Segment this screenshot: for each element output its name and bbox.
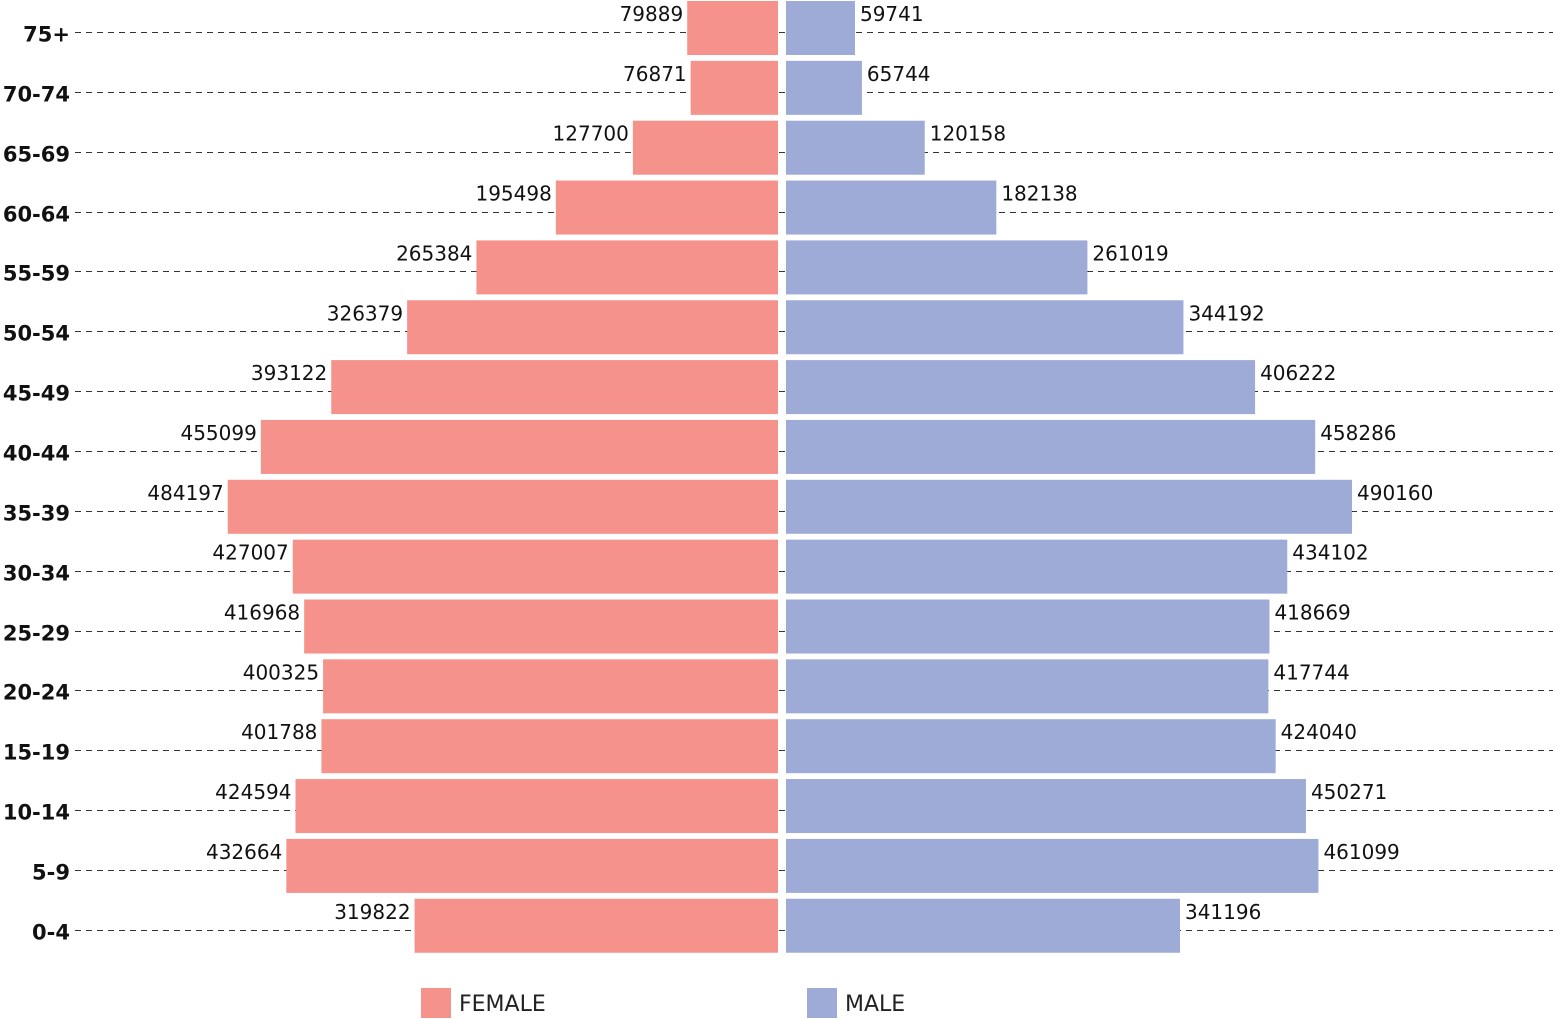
female-value-label: 484197 (147, 481, 223, 505)
age-group-label: 10-14 (3, 801, 70, 825)
male-value-label: 182138 (1001, 182, 1077, 206)
female-bar (227, 479, 779, 534)
male-bar (786, 659, 1269, 714)
male-bar (786, 180, 997, 235)
female-value-label: 79889 (620, 2, 684, 26)
female-value-label: 195498 (475, 182, 551, 206)
female-bar (331, 360, 778, 415)
female-value-label: 326379 (327, 301, 403, 325)
male-bar (786, 898, 1180, 953)
female-bar (321, 719, 778, 774)
female-value-label: 319822 (334, 900, 410, 924)
male-bar (786, 419, 1316, 474)
legend: FEMALE MALE (421, 988, 905, 1018)
male-value-label: 461099 (1323, 840, 1399, 864)
female-bar (407, 300, 778, 355)
female-value-label: 393122 (251, 361, 327, 385)
female-value-label: 432664 (206, 840, 282, 864)
legend-label: MALE (845, 992, 905, 1017)
female-bar (555, 180, 778, 235)
male-value-label: 344192 (1188, 301, 1264, 325)
female-bar (295, 779, 778, 834)
age-group-label: 45-49 (3, 382, 70, 406)
male-value-label: 65744 (867, 62, 931, 86)
female-value-label: 400325 (243, 660, 319, 684)
male-value-label: 406222 (1260, 361, 1336, 385)
female-value-label: 424594 (215, 780, 291, 804)
male-value-label: 120158 (930, 122, 1006, 146)
male-value-label: 417744 (1273, 660, 1349, 684)
female-bar (687, 1, 778, 55)
male-bar (786, 599, 1270, 654)
age-group-label: 30-34 (3, 562, 70, 586)
female-bar (286, 838, 778, 893)
female-bar (632, 120, 778, 175)
female-bar (476, 240, 778, 295)
male-value-label: 424040 (1281, 720, 1357, 744)
male-bar (786, 539, 1288, 594)
male-value-label: 59741 (860, 2, 924, 26)
female-value-label: 127700 (553, 122, 629, 146)
age-group-label: 20-24 (3, 681, 70, 705)
male-bar (786, 300, 1184, 355)
age-group-label: 35-39 (3, 502, 70, 526)
bars (227, 1, 1352, 953)
age-group-label: 60-64 (3, 203, 70, 227)
male-bar (786, 479, 1352, 534)
age-group-label: 40-44 (3, 442, 70, 466)
age-group-label: 70-74 (3, 83, 70, 107)
labels: 75+ 79889 59741 70-74 76871 65744 65-69 127700 1… (3, 2, 1434, 945)
age-group-label: 5-9 (32, 861, 70, 885)
age-group-label: 55-59 (3, 262, 70, 286)
male-bar (786, 240, 1088, 295)
male-bar (786, 360, 1256, 415)
male-value-label: 341196 (1185, 900, 1261, 924)
female-value-label: 416968 (224, 601, 300, 625)
male-bar (786, 60, 862, 115)
age-group-label: 25-29 (3, 622, 70, 646)
legend-label: FEMALE (459, 992, 546, 1017)
female-bar (260, 419, 778, 474)
female-value-label: 76871 (623, 62, 687, 86)
male-value-label: 434102 (1292, 541, 1368, 565)
female-bar (292, 539, 778, 594)
female-bar (414, 898, 778, 953)
female-value-label: 455099 (180, 421, 256, 445)
female-bar (690, 60, 778, 115)
age-group-label: 65-69 (3, 143, 70, 167)
male-bar (786, 719, 1276, 774)
male-value-label: 261019 (1092, 241, 1168, 265)
male-value-label: 490160 (1357, 481, 1433, 505)
female-value-label: 401788 (241, 720, 317, 744)
male-bar (786, 120, 925, 175)
age-group-label: 0-4 (32, 921, 70, 945)
female-value-label: 427007 (212, 541, 288, 565)
male-value-label: 450271 (1311, 780, 1387, 804)
age-group-label: 75+ (23, 23, 70, 47)
age-group-label: 50-54 (3, 322, 70, 346)
female-bar (304, 599, 778, 654)
male-bar (786, 1, 855, 55)
male-bar (786, 779, 1306, 834)
male-value-label: 418669 (1274, 601, 1350, 625)
legend-swatch (807, 988, 837, 1018)
male-bar (786, 838, 1319, 893)
male-value-label: 458286 (1320, 421, 1396, 445)
age-group-label: 15-19 (3, 741, 70, 765)
female-bar (323, 659, 778, 714)
legend-swatch (421, 988, 451, 1018)
female-value-label: 265384 (396, 241, 472, 265)
